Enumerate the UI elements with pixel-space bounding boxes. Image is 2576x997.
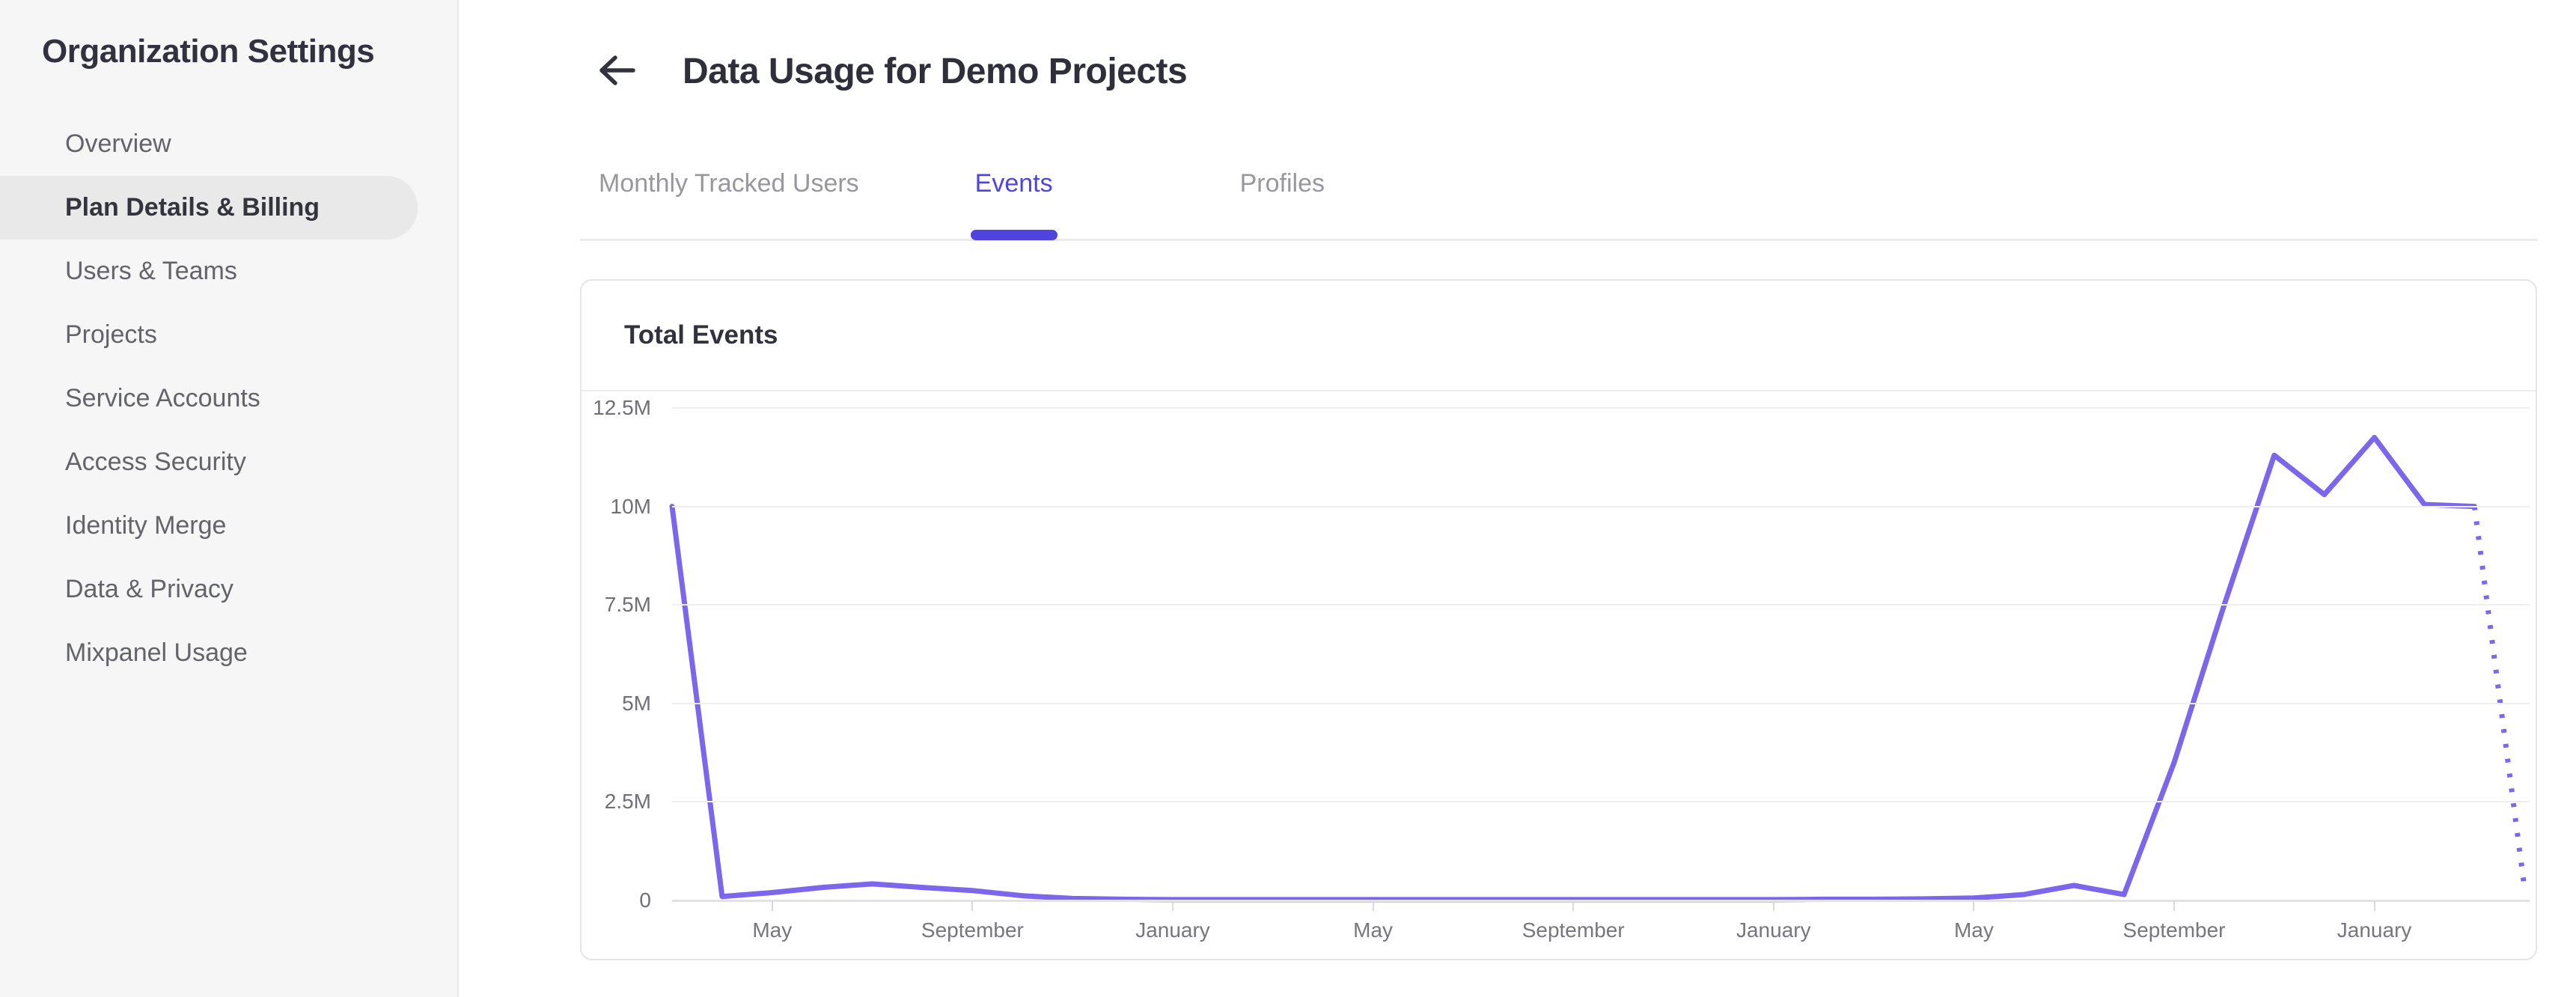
sidebar-item-overview[interactable]: Overview bbox=[65, 129, 171, 158]
arrow-left-icon bbox=[596, 53, 639, 90]
y-axis-label: 12.5M bbox=[593, 396, 651, 419]
x-axis-label: September bbox=[921, 918, 1024, 942]
main-content: Data Usage for Demo Projects Monthly Tra… bbox=[459, 0, 2576, 997]
x-axis-label: January bbox=[1135, 918, 1210, 942]
card-header: Total Events bbox=[582, 281, 2536, 391]
x-axis-label: September bbox=[1522, 918, 1625, 942]
tab-events[interactable]: Events bbox=[970, 157, 1057, 240]
page-header: Data Usage for Demo Projects bbox=[591, 27, 1188, 116]
x-axis-tick bbox=[1772, 901, 1774, 911]
x-axis-tick bbox=[1973, 901, 1975, 911]
sidebar-item-access-security[interactable]: Access Security bbox=[65, 448, 246, 476]
sidebar-item-identity-merge[interactable]: Identity Merge bbox=[65, 511, 227, 540]
active-tab-underline bbox=[970, 230, 1057, 240]
y-axis-label: 10M bbox=[610, 494, 651, 518]
card-title: Total Events bbox=[624, 320, 778, 350]
sidebar-item-mixpanel-usage[interactable]: Mixpanel Usage bbox=[65, 638, 248, 667]
x-axis-label: January bbox=[1736, 918, 1811, 942]
sidebar-item-service-accounts[interactable]: Service Accounts bbox=[65, 384, 260, 412]
x-axis-tick bbox=[771, 901, 773, 911]
y-axis-label: 0 bbox=[639, 888, 651, 912]
tabs: Monthly Tracked Users Events Profiles bbox=[580, 157, 2537, 240]
y-axis-label: 5M bbox=[622, 691, 651, 715]
y-axis-label: 7.5M bbox=[604, 593, 651, 617]
y-axis-label: 2.5M bbox=[604, 790, 651, 814]
x-axis-label: January bbox=[2337, 918, 2412, 942]
sidebar-item-users-teams[interactable]: Users & Teams bbox=[65, 257, 237, 285]
tab-label: Profiles bbox=[1239, 169, 1325, 198]
sidebar-nav: Overview Plan Details & Billing Users & Te… bbox=[0, 112, 459, 685]
x-axis-tick bbox=[1372, 901, 1374, 911]
gridline-7.5M bbox=[672, 604, 2530, 606]
sidebar-item-projects[interactable]: Projects bbox=[65, 320, 157, 349]
events-line-dotted bbox=[2471, 506, 2527, 889]
line-chart-svg bbox=[669, 435, 2527, 903]
x-axis-tick bbox=[971, 901, 974, 911]
page-title: Data Usage for Demo Projects bbox=[683, 52, 1188, 92]
tab-profiles[interactable]: Profiles bbox=[1240, 157, 1325, 239]
total-events-card: Total Events 0 2.5M 5M 7.5M 10M 12.5M May Septe… bbox=[580, 279, 2537, 960]
sidebar-item-plan-details-billing[interactable]: Plan Details & Billing bbox=[0, 176, 418, 240]
gridline-5M bbox=[672, 702, 2530, 704]
x-axis-baseline bbox=[672, 900, 2530, 902]
sidebar: Organization Settings Overview Plan Detai… bbox=[0, 0, 459, 997]
sidebar-title: Organization Settings bbox=[42, 33, 375, 70]
total-events-chart: 0 2.5M 5M 7.5M 10M 12.5M May September January Ma… bbox=[582, 391, 2536, 957]
x-axis-label: May bbox=[752, 918, 793, 942]
gridline-12.5M bbox=[672, 407, 2530, 409]
tab-label: Events bbox=[974, 169, 1053, 198]
x-axis-label: September bbox=[2122, 918, 2226, 942]
sidebar-item-data-privacy[interactable]: Data & Privacy bbox=[65, 575, 234, 603]
gridline-2.5M bbox=[672, 801, 2530, 803]
x-axis-tick bbox=[2373, 901, 2375, 911]
back-button[interactable] bbox=[591, 46, 644, 98]
tab-monthly-tracked-users[interactable]: Monthly Tracked Users bbox=[599, 157, 859, 239]
events-line-solid bbox=[669, 435, 2477, 903]
x-axis-label: May bbox=[1353, 918, 1394, 942]
x-axis-tick bbox=[1572, 901, 1575, 911]
x-axis-label: May bbox=[1953, 918, 1994, 942]
tab-label: Monthly Tracked Users bbox=[599, 169, 859, 198]
tabs-row: Monthly Tracked Users Events Profiles bbox=[580, 157, 2537, 241]
x-axis-tick bbox=[1172, 901, 1173, 911]
x-axis-tick bbox=[2173, 901, 2175, 911]
gridline-10M bbox=[672, 505, 2530, 507]
